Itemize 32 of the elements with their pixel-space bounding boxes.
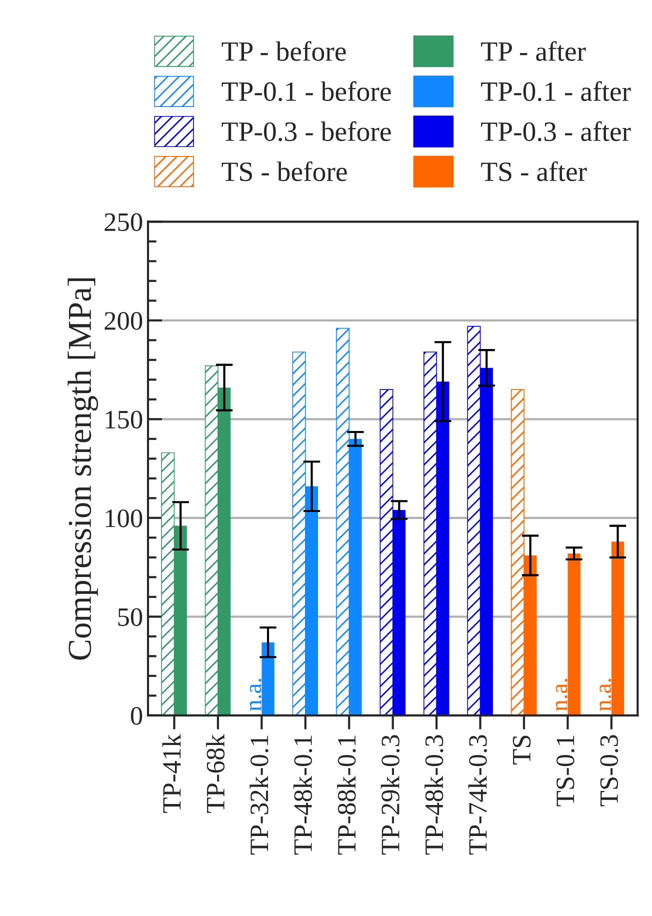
bar xyxy=(611,542,624,716)
y-tick-label: 100 xyxy=(106,510,142,528)
x-tick-label: TP-88k-0.1 xyxy=(337,736,356,855)
legend-label: TS - after xyxy=(481,161,587,182)
bar xyxy=(568,553,580,716)
x-tick-label: TP-74k-0.3 xyxy=(468,735,487,855)
y-tick-label: 0 xyxy=(130,707,142,725)
legend-label: TP - before xyxy=(222,41,346,61)
legend-label: TP-0.1 - before xyxy=(222,81,391,102)
legend-label: TP-0.3 - before xyxy=(222,121,391,142)
bar xyxy=(262,642,274,716)
x-tick-label: TS xyxy=(512,736,531,764)
legend-label: TP - after xyxy=(481,41,586,61)
y-tick-label: 250 xyxy=(104,213,142,232)
x-tick-label: TP-32k-0.1 xyxy=(250,736,268,855)
legend-label: TP-0.1 - after xyxy=(481,81,631,102)
x-tick-label: TP-48k-0.3 xyxy=(424,735,444,855)
x-tick-label: TP-68k xyxy=(206,734,225,813)
y-tick-label: 50 xyxy=(118,608,142,626)
x-tick-label: TP-48k-0.1 xyxy=(293,736,312,855)
legend-label: TS - before xyxy=(222,161,347,182)
y-tick-label: 150 xyxy=(106,410,142,429)
x-tick-label: TS-0.1 xyxy=(556,736,574,806)
y-tick-label: 200 xyxy=(104,312,142,330)
legend-label: TP-0.3 - after xyxy=(481,121,631,142)
annotation: n.a. xyxy=(600,678,612,711)
annotation: n.a. xyxy=(556,678,568,711)
x-tick-label: TP-29k-0.3 xyxy=(380,735,400,855)
y-axis-title: Compression strength [MPa] xyxy=(68,278,98,660)
x-tick-label: TP-41k xyxy=(162,734,181,813)
annotation: n.a. xyxy=(250,678,262,711)
x-tick-label: TS-0.3 xyxy=(600,735,618,806)
